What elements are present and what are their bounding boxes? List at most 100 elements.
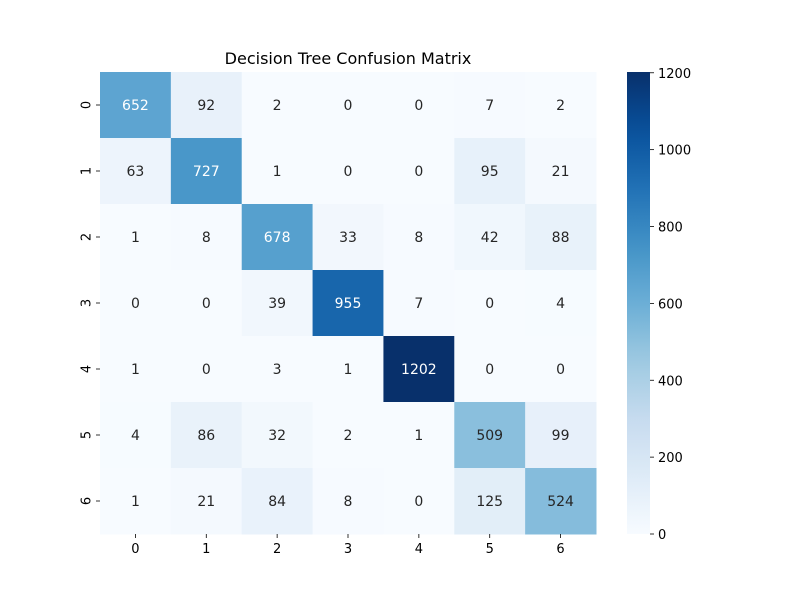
- heatmap-cell: [383, 204, 455, 271]
- colorbar-tick-label: 1000: [658, 144, 691, 159]
- heatmap-cell: [241, 336, 314, 403]
- y-tick-label: 1: [80, 167, 95, 175]
- cell-annotation: 39: [268, 296, 286, 312]
- heatmap-cells: [100, 72, 597, 535]
- heatmap-cell: [525, 270, 597, 337]
- cell-annotation: 7: [414, 296, 423, 312]
- heatmap-cell: [100, 402, 172, 469]
- y-tick-label: 6: [80, 497, 95, 505]
- heatmap-cell: [170, 468, 243, 535]
- heatmap-cell: [100, 204, 172, 271]
- cell-annotation: 86: [197, 428, 215, 444]
- heatmap-cell: [170, 204, 243, 271]
- cell-annotation: 524: [547, 494, 574, 510]
- colorbar-gradient: [627, 72, 650, 534]
- heatmap-cell: [241, 402, 314, 469]
- cell-annotation: 3: [273, 362, 282, 378]
- heatmap-cell: [383, 138, 455, 205]
- cell-annotation: 4: [131, 428, 140, 444]
- heatmap-cell: [170, 138, 243, 205]
- heatmap-cell: [525, 138, 597, 205]
- cell-annotation: 8: [344, 494, 353, 510]
- cell-annotation: 0: [344, 98, 353, 114]
- cell-annotation: 2: [273, 98, 282, 114]
- heatmap-cell: [312, 138, 384, 205]
- heatmap-cell: [312, 270, 384, 337]
- cell-annotation: 33: [339, 230, 357, 246]
- x-tick-label: 6: [556, 542, 564, 557]
- cell-annotation: 0: [131, 296, 140, 312]
- heatmap-cell: [454, 204, 526, 271]
- heatmap-cell: [525, 336, 597, 403]
- cell-annotation: 0: [414, 494, 423, 510]
- cell-annotation: 0: [414, 98, 423, 114]
- heatmap-cell: [383, 402, 455, 469]
- cell-annotation: 0: [202, 296, 211, 312]
- heatmap-cell: [312, 336, 384, 403]
- heatmap-cell: [454, 402, 526, 469]
- cell-annotation: 678: [264, 230, 291, 246]
- heatmap-cell: [100, 72, 172, 139]
- x-axis-ticks: 0 1 2 3 4 5 6: [131, 534, 565, 557]
- heatmap-cell: [312, 402, 384, 469]
- cell-annotation: 2: [556, 98, 565, 114]
- heatmap-cell: [525, 72, 597, 139]
- heatmap-cell: [525, 468, 597, 535]
- heatmap-cell: [170, 270, 243, 337]
- colorbar: 0 200 400 600 800 1000 1200: [627, 67, 691, 543]
- cell-annotation: 42: [481, 230, 499, 246]
- x-tick-label: 5: [486, 542, 494, 557]
- heatmap-cell: [312, 72, 384, 139]
- heatmap-cell: [383, 72, 455, 139]
- heatmap-annotations: 652 92 2 0 0 7 263 727 1 0 0 95 211 8 678 33 8 42 880 0 39 95…: [122, 98, 574, 510]
- cell-annotation: 1: [131, 494, 140, 510]
- x-tick-label: 2: [273, 542, 281, 557]
- heatmap-cell: [241, 138, 314, 205]
- cell-annotation: 0: [485, 296, 494, 312]
- heatmap-cell: [241, 72, 314, 139]
- cell-annotation: 125: [476, 494, 503, 510]
- y-axis-ticks: 0 1 2 3 4 5 6: [80, 101, 100, 505]
- y-tick-label: 4: [80, 365, 95, 373]
- y-tick-label: 0: [80, 101, 95, 109]
- cell-annotation: 0: [414, 164, 423, 180]
- cell-annotation: 21: [552, 164, 570, 180]
- x-tick-label: 0: [131, 542, 139, 557]
- x-tick-label: 3: [344, 542, 352, 557]
- cell-annotation: 99: [552, 428, 570, 444]
- cell-annotation: 92: [197, 98, 215, 114]
- cell-annotation: 8: [414, 230, 423, 246]
- cell-annotation: 84: [268, 494, 286, 510]
- cell-annotation: 1: [131, 362, 140, 378]
- cell-annotation: 32: [268, 428, 286, 444]
- colorbar-tick-label: 0: [658, 528, 666, 543]
- cell-annotation: 2: [344, 428, 353, 444]
- heatmap-cell: [170, 336, 243, 403]
- heatmap-cell: [454, 336, 526, 403]
- cell-annotation: 0: [344, 164, 353, 180]
- colorbar-tick-label: 600: [658, 297, 683, 312]
- cell-annotation: 955: [335, 296, 362, 312]
- cell-annotation: 0: [556, 362, 565, 378]
- chart-title: Decision Tree Confusion Matrix: [225, 49, 472, 68]
- cell-annotation: 1: [414, 428, 423, 444]
- cell-annotation: 0: [485, 362, 494, 378]
- cell-annotation: 21: [197, 494, 215, 510]
- heatmap-cell: [312, 468, 384, 535]
- cell-annotation: 4: [556, 296, 565, 312]
- heatmap-cell: [454, 270, 526, 337]
- heatmap-cell: [100, 138, 172, 205]
- heatmap-cell: [525, 402, 597, 469]
- x-tick-label: 1: [202, 542, 210, 557]
- heatmap-cell: [525, 204, 597, 271]
- cell-annotation: 63: [127, 164, 145, 180]
- cell-annotation: 1202: [401, 362, 437, 378]
- heatmap-cell: [170, 72, 243, 139]
- colorbar-tick-label: 800: [658, 221, 683, 236]
- colorbar-tick-label: 200: [658, 451, 683, 466]
- heatmap-cell: [241, 204, 314, 271]
- heatmap-cell: [383, 468, 455, 535]
- cell-annotation: 95: [481, 164, 499, 180]
